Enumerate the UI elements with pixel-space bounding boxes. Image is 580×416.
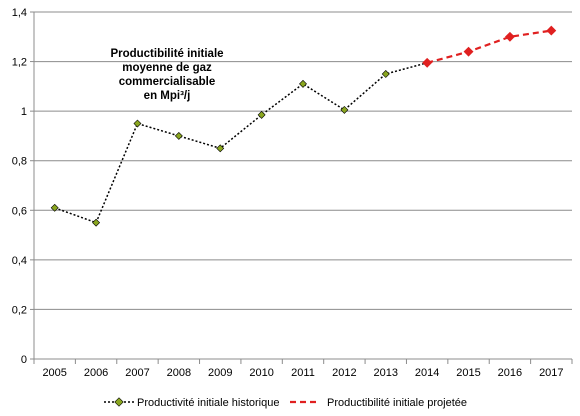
x-tick-label: 2014 — [415, 367, 439, 379]
data-point-0 — [92, 218, 101, 227]
x-tick-label: 2015 — [456, 367, 480, 379]
y-tick-label: 0,4 — [12, 255, 27, 267]
x-tick-label: 2007 — [125, 367, 149, 379]
y-tick-label: 1,2 — [12, 57, 27, 69]
x-tick-label: 2013 — [374, 367, 398, 379]
axes — [33, 12, 572, 360]
y-axis-ticks: 0 0,2 0,4 0,6 0,8 1 1,2 1,4 — [12, 7, 34, 366]
series-group — [50, 25, 557, 227]
legend-label-projetee: Productibilité initiale projetée — [327, 397, 467, 409]
x-tick-label: 2005 — [42, 367, 66, 379]
x-axis-ticks: 2005 2006 2007 2008 2009 2010 2011 2012 2013 2014… — [33, 359, 573, 379]
data-point-0 — [340, 105, 349, 114]
data-point-1 — [504, 31, 515, 42]
y-tick-label: 0,6 — [12, 205, 27, 217]
data-point-1 — [546, 25, 557, 36]
legend-marker-historique — [114, 397, 124, 407]
data-point-0 — [299, 79, 307, 88]
x-tick-label: 2008 — [167, 367, 191, 379]
x-tick-label: 2011 — [291, 367, 315, 379]
series-line-1 — [426, 29, 552, 64]
x-tick-label: 2006 — [84, 367, 108, 379]
legend: Productivité initiale historique Product… — [104, 397, 467, 409]
y-tick-label: 1,4 — [12, 7, 27, 19]
data-point-0 — [50, 203, 59, 212]
x-tick-label: 2016 — [498, 367, 522, 379]
annotation-line-1: Productibilité initiale — [110, 48, 223, 60]
annotation-line-2: moyenne de gaz — [122, 62, 212, 74]
legend-label-historique: Productivité initiale historique — [137, 397, 279, 409]
x-tick-label: 2009 — [208, 367, 232, 379]
y-tick-label: 1 — [21, 106, 27, 118]
annotation-line-4: en Mpi³/j — [144, 90, 191, 102]
data-point-0 — [381, 70, 390, 78]
data-point-0 — [133, 119, 142, 128]
y-tick-label: 0 — [21, 354, 27, 366]
data-point-0 — [216, 144, 225, 153]
y-tick-label: 0,8 — [12, 156, 27, 168]
data-point-0 — [257, 110, 266, 119]
series-line-0 — [54, 62, 428, 224]
x-tick-label: 2010 — [249, 367, 273, 379]
x-tick-label: 2017 — [539, 367, 563, 379]
y-tick-label: 0,2 — [12, 304, 27, 316]
annotation-line-3: commercialisable — [119, 76, 216, 88]
grid-lines — [34, 11, 572, 310]
x-tick-label: 2012 — [332, 367, 356, 379]
data-point-0 — [174, 131, 183, 140]
data-point-1 — [463, 46, 474, 57]
data-point-1 — [422, 57, 433, 68]
